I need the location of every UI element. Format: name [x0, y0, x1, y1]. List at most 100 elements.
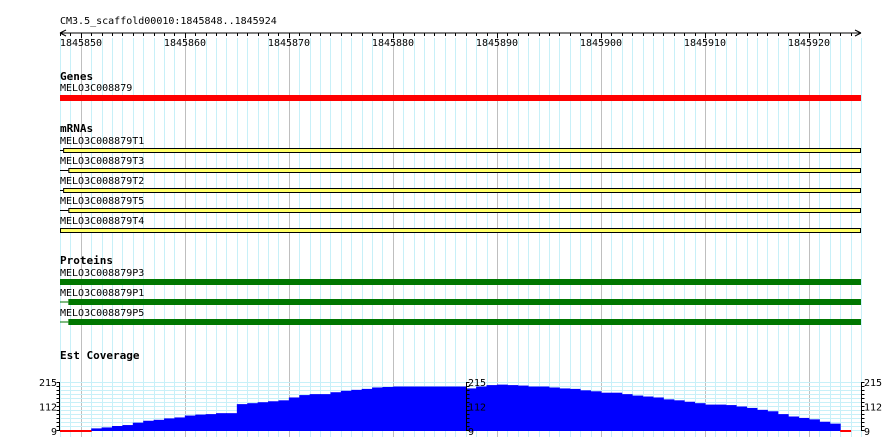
coverage-bar[interactable] — [413, 386, 425, 431]
coverage-track[interactable]: Est Coverage 215 112 9 215 112 9 215 112 9 — [39, 349, 882, 437]
coverage-bar[interactable] — [288, 397, 300, 431]
coverage-bar[interactable] — [496, 384, 508, 431]
coverage-bar[interactable] — [309, 394, 321, 431]
coverage-bar[interactable] — [808, 419, 820, 431]
coverage-bar[interactable] — [507, 385, 519, 431]
mrna-feature-bar[interactable] — [63, 148, 861, 153]
coverage-bar[interactable] — [663, 399, 675, 431]
coverage-bar[interactable] — [247, 403, 259, 431]
coverage-bar[interactable] — [673, 400, 685, 431]
coverage-bar[interactable] — [132, 422, 144, 431]
mrna-feature-bar[interactable] — [68, 208, 861, 213]
coverage-bar[interactable] — [101, 427, 113, 431]
coverage-bar[interactable] — [216, 413, 227, 431]
coverage-bar[interactable] — [320, 394, 331, 431]
coverage-bar[interactable] — [278, 400, 290, 431]
coverage-bar[interactable] — [611, 392, 623, 431]
coverage-bar[interactable] — [184, 415, 196, 431]
coverage-bar[interactable] — [403, 386, 415, 431]
coverage-bar[interactable] — [684, 401, 696, 431]
coverage-bar[interactable] — [736, 406, 748, 432]
mrna-feature-bar[interactable] — [63, 188, 861, 193]
coverage-bar[interactable] — [455, 386, 467, 431]
ruler-tick-label: 1845890 — [476, 38, 518, 49]
coverage-bar[interactable] — [476, 386, 488, 431]
coverage-bar[interactable] — [195, 414, 207, 431]
gene-feature-bar[interactable] — [60, 95, 861, 101]
coverage-bar-low[interactable] — [60, 430, 71, 432]
coverage-bar-low[interactable] — [70, 430, 82, 432]
coverage-bar[interactable] — [829, 423, 841, 431]
coverage-bar[interactable] — [340, 390, 352, 431]
coverage-bar[interactable] — [444, 386, 456, 431]
coverage-bar[interactable] — [382, 386, 394, 431]
coverage-bar[interactable] — [174, 417, 186, 431]
coverage-bar[interactable] — [715, 404, 727, 431]
coverage-bar[interactable] — [580, 390, 592, 431]
coverage-bar[interactable] — [528, 386, 540, 431]
coverage-bar[interactable] — [91, 428, 103, 431]
coverage-bar[interactable] — [548, 387, 560, 431]
genes-track[interactable]: Genes MELO3C008879 — [60, 70, 861, 101]
coverage-bar[interactable] — [725, 405, 737, 431]
coverage-bar[interactable] — [788, 416, 800, 431]
coverage-bar[interactable] — [538, 386, 550, 431]
protein-track[interactable]: Proteins MELO3C008879P3MELO3C008879P1MEL… — [60, 254, 861, 325]
coverage-bar[interactable] — [361, 388, 373, 431]
mrna-feature-bar[interactable] — [68, 168, 861, 173]
genes-features[interactable]: MELO3C008879 — [60, 83, 861, 101]
coverage-bar[interactable] — [434, 386, 446, 431]
protein-feature-bar[interactable] — [60, 279, 861, 285]
coverage-bar[interactable] — [767, 411, 779, 431]
coverage-bar[interactable] — [486, 385, 498, 431]
coverage-bar[interactable] — [704, 404, 716, 431]
coverage-bar[interactable] — [777, 414, 789, 431]
protein-feature-bar[interactable] — [68, 319, 861, 325]
coverage-bar[interactable] — [621, 394, 633, 431]
protein-features[interactable]: MELO3C008879P3 MELO3C008879P1 MELO3C008879… — [60, 268, 861, 325]
coverage-bar[interactable] — [569, 388, 581, 431]
coverage-bar[interactable] — [143, 420, 155, 431]
coverage-bar[interactable] — [652, 397, 664, 431]
coverage-bar[interactable] — [559, 388, 571, 431]
coverage-bar[interactable] — [226, 413, 238, 431]
coverage-bar[interactable] — [424, 386, 435, 431]
coverage-bars[interactable] — [60, 384, 852, 432]
coverage-bar[interactable] — [153, 419, 165, 431]
coverage-bar[interactable] — [590, 391, 602, 431]
coverage-bar[interactable] — [694, 403, 706, 431]
coverage-bar[interactable] — [299, 395, 311, 431]
coverage-bar[interactable] — [600, 392, 612, 431]
coverage-bar[interactable] — [517, 385, 529, 431]
coverage-left-axis-label: 9 — [51, 427, 57, 437]
mrna-label: MELO3C008879T2 — [60, 176, 144, 187]
coverage-bar[interactable] — [392, 386, 404, 431]
coverage-bar[interactable] — [257, 402, 269, 431]
coverage-bar[interactable] — [112, 426, 123, 431]
coverage-bar-low[interactable] — [840, 430, 852, 432]
protein-feature-bar[interactable] — [68, 299, 861, 305]
coverage-bar-low[interactable] — [80, 430, 92, 432]
ruler[interactable]: CM3.5_scaffold00010:1845848..1845924 184… — [59, 16, 862, 49]
coverage-bar[interactable] — [756, 409, 768, 431]
coverage-bar[interactable] — [122, 425, 134, 431]
coverage-bar[interactable] — [330, 392, 342, 431]
coverage-bar[interactable] — [268, 401, 279, 431]
mrna-feature-bar[interactable] — [60, 228, 861, 233]
coverage-bar[interactable] — [372, 387, 383, 431]
ruler-tick-label: 1845880 — [372, 38, 414, 49]
coverage-bar[interactable] — [236, 404, 248, 431]
coverage-bar[interactable] — [465, 388, 477, 431]
mrna-features[interactable]: MELO3C008879T1 MELO3C008879T3 MELO3C008879… — [60, 136, 861, 233]
coverage-bar[interactable] — [798, 417, 810, 431]
coverage-bar[interactable] — [205, 414, 217, 431]
coverage-bar[interactable] — [642, 396, 654, 431]
mrna-track[interactable]: mRNAs MELO3C008879T1MELO3C008879T3MELO3C… — [60, 122, 861, 233]
coverage-bar[interactable] — [819, 421, 831, 431]
coverage-bar[interactable] — [746, 407, 758, 431]
coverage-bar[interactable] — [164, 418, 175, 431]
coverage-bar[interactable] — [351, 389, 363, 431]
coverage-bar[interactable] — [632, 395, 644, 431]
